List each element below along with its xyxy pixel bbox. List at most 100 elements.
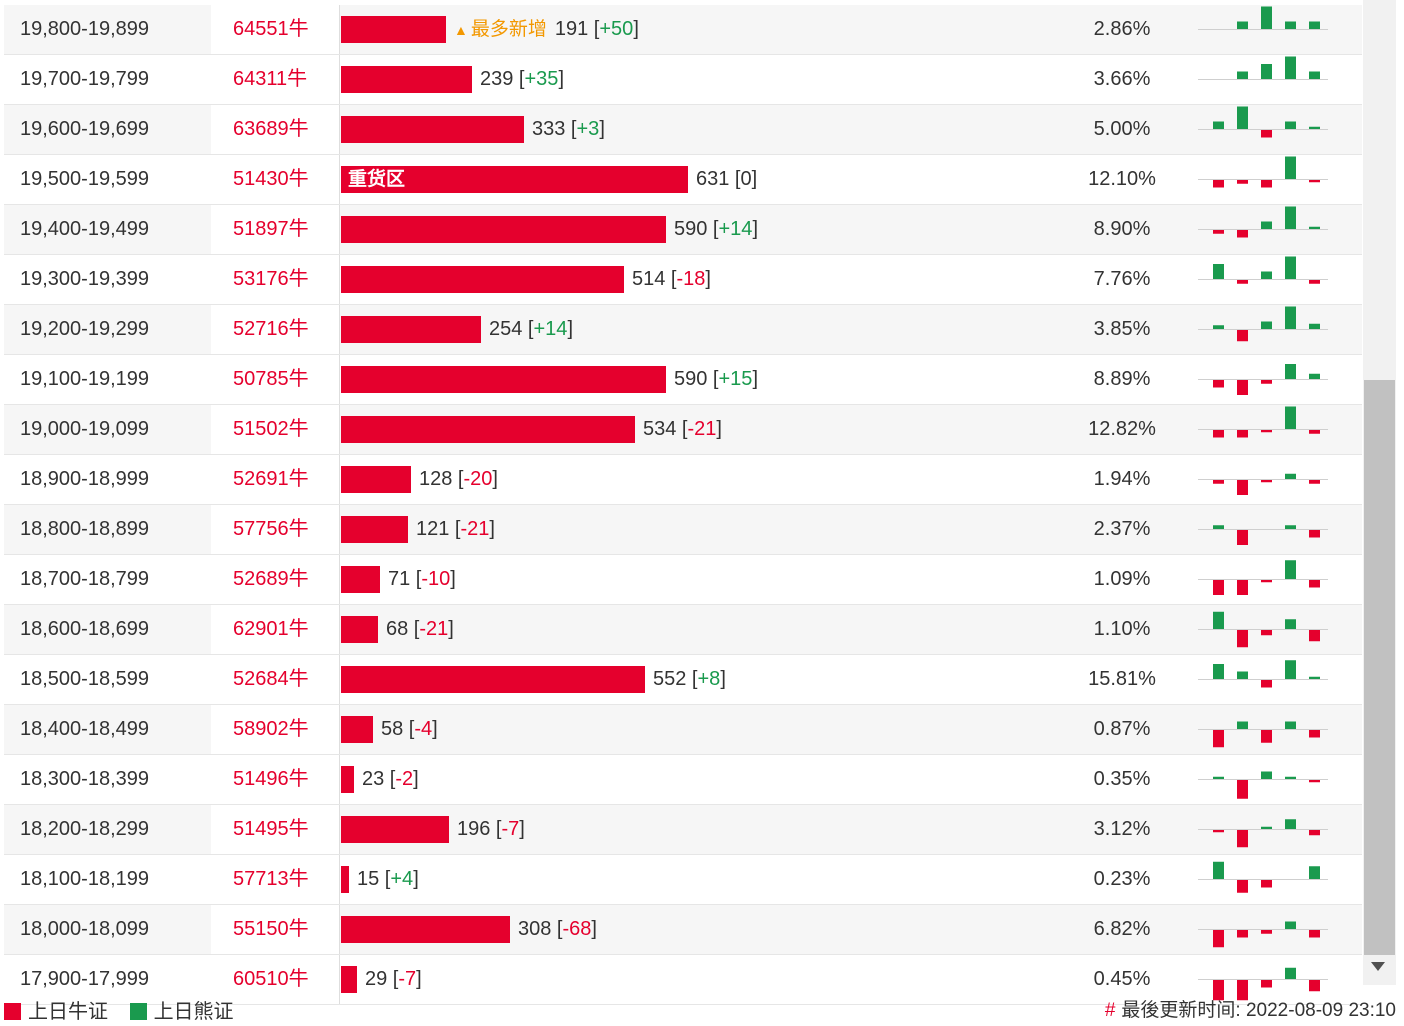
warrant-code-link[interactable]: 51430牛 bbox=[233, 168, 309, 190]
column-divider bbox=[339, 155, 340, 204]
count-value: 534 bbox=[643, 418, 677, 440]
column-divider bbox=[339, 355, 340, 404]
warrant-code-link[interactable]: 52716牛 bbox=[233, 318, 309, 340]
warrant-code-link[interactable]: 57756牛 bbox=[233, 518, 309, 540]
table-row: 18,600-18,699 62901牛 68 [-21] 1.10% bbox=[4, 605, 1362, 655]
count-change: -21 bbox=[460, 518, 490, 540]
column-divider bbox=[339, 555, 340, 604]
mini-history-chart bbox=[1198, 660, 1328, 688]
code-cell-bg bbox=[211, 355, 339, 404]
mini-bar bbox=[1237, 230, 1248, 238]
vertical-scrollbar[interactable] bbox=[1363, 0, 1396, 985]
mini-bar bbox=[1213, 380, 1224, 388]
warrant-code-link[interactable]: 64311牛 bbox=[233, 68, 308, 90]
warrant-code-link[interactable]: 63689牛 bbox=[233, 118, 309, 140]
warrant-code-link[interactable]: 51502牛 bbox=[233, 418, 309, 440]
mini-bar bbox=[1285, 967, 1296, 979]
mini-bar bbox=[1309, 980, 1320, 992]
count-value: 308 bbox=[518, 918, 552, 940]
mini-bar bbox=[1213, 264, 1224, 279]
mini-bar bbox=[1309, 580, 1320, 588]
table-row: 18,700-18,799 52689牛 71 [-10] 1.09% bbox=[4, 555, 1362, 605]
count-value: 552 bbox=[653, 668, 687, 690]
mini-bar bbox=[1261, 130, 1272, 138]
code-cell-bg bbox=[211, 755, 339, 804]
percentage: 2.86% bbox=[1093, 18, 1151, 40]
legend-bear-label: 上日熊证 bbox=[153, 1000, 234, 1023]
price-range: 19,100-19,199 bbox=[20, 368, 150, 390]
count-change: -20 bbox=[463, 468, 493, 490]
column-divider bbox=[339, 855, 340, 904]
warrant-code-link[interactable]: 51496牛 bbox=[233, 768, 309, 790]
code-cell-bg bbox=[211, 5, 339, 54]
price-range: 18,100-18,199 bbox=[20, 868, 150, 890]
mini-bar bbox=[1237, 21, 1248, 29]
count-change: +4 bbox=[390, 868, 414, 890]
mini-bar bbox=[1309, 830, 1320, 836]
warrant-code-link[interactable]: 51495牛 bbox=[233, 818, 309, 840]
table-row: 18,400-18,499 58902牛 58 [-4] 0.87% bbox=[4, 705, 1362, 755]
warrant-code-link[interactable]: 51897牛 bbox=[233, 218, 309, 240]
warrant-code-link[interactable]: 52691牛 bbox=[233, 468, 309, 490]
percentage: 7.76% bbox=[1093, 268, 1151, 290]
mini-bar bbox=[1309, 780, 1320, 783]
mini-history-chart bbox=[1198, 721, 1328, 748]
percentage: 2.37% bbox=[1093, 518, 1151, 540]
mini-history-chart bbox=[1198, 473, 1328, 495]
mini-bar bbox=[1213, 325, 1224, 329]
mini-bar bbox=[1237, 671, 1248, 679]
mini-bar bbox=[1237, 721, 1248, 729]
scrollbar-thumb[interactable] bbox=[1364, 380, 1395, 955]
count-change: +8 bbox=[697, 668, 721, 690]
count-info: 552 [+8] bbox=[653, 668, 726, 690]
count-info: 29 [-7] bbox=[365, 968, 422, 990]
count-bar bbox=[341, 916, 510, 943]
mini-bar bbox=[1261, 321, 1272, 329]
mini-history-chart bbox=[1198, 156, 1328, 188]
code-cell-bg bbox=[211, 405, 339, 454]
warrant-code-link[interactable]: 53176牛 bbox=[233, 268, 309, 290]
mini-bar bbox=[1261, 380, 1272, 384]
count-change: -7 bbox=[398, 968, 417, 990]
percentage: 15.81% bbox=[1088, 668, 1156, 690]
price-range: 18,600-18,699 bbox=[20, 618, 150, 640]
warrant-code-link[interactable]: 52684牛 bbox=[233, 668, 309, 690]
count-value: 631 bbox=[696, 168, 730, 190]
mini-bar bbox=[1261, 930, 1272, 934]
table-row: 19,200-19,299 52716牛 254 [+14] 3.85% bbox=[4, 305, 1362, 355]
mini-bar bbox=[1237, 106, 1248, 129]
legend-bull: 上日牛证 bbox=[4, 1000, 108, 1024]
warrant-code-link[interactable]: 62901牛 bbox=[233, 618, 309, 640]
mini-bar bbox=[1237, 180, 1248, 184]
mini-bar bbox=[1285, 819, 1296, 829]
count-info: 58 [-4] bbox=[381, 718, 438, 740]
mini-bar bbox=[1237, 480, 1248, 495]
warrant-code-link[interactable]: 60510牛 bbox=[233, 968, 309, 990]
price-range: 18,300-18,399 bbox=[20, 768, 150, 790]
price-range: 19,200-19,299 bbox=[20, 318, 150, 340]
scroll-down-arrow-icon[interactable] bbox=[1371, 962, 1385, 971]
count-bar bbox=[341, 416, 635, 443]
mini-bar bbox=[1309, 480, 1320, 484]
mini-bar bbox=[1237, 830, 1248, 848]
count-value: 15 bbox=[357, 868, 380, 890]
code-cell-bg bbox=[211, 655, 339, 704]
warrant-code-link[interactable]: 52689牛 bbox=[233, 568, 309, 590]
mini-history-chart bbox=[1198, 206, 1328, 238]
warrant-code-link[interactable]: 55150牛 bbox=[233, 918, 309, 940]
mini-bar bbox=[1237, 330, 1248, 342]
code-cell-bg bbox=[211, 455, 339, 504]
warrant-code-link[interactable]: 50785牛 bbox=[233, 368, 309, 390]
warrant-code-link[interactable]: 64551牛 bbox=[233, 18, 309, 40]
count-info: 254 [+14] bbox=[489, 318, 573, 340]
mini-bar bbox=[1285, 473, 1296, 479]
mini-bar bbox=[1285, 56, 1296, 79]
mini-history-chart bbox=[1198, 56, 1328, 80]
count-bar bbox=[341, 266, 624, 293]
mini-bar bbox=[1237, 780, 1248, 799]
mini-bar bbox=[1213, 830, 1224, 833]
warrant-code-link[interactable]: 58902牛 bbox=[233, 718, 309, 740]
price-range: 17,900-17,999 bbox=[20, 968, 150, 990]
warrant-code-link[interactable]: 57713牛 bbox=[233, 868, 309, 890]
triangle-up-icon: ▲ bbox=[454, 22, 468, 38]
